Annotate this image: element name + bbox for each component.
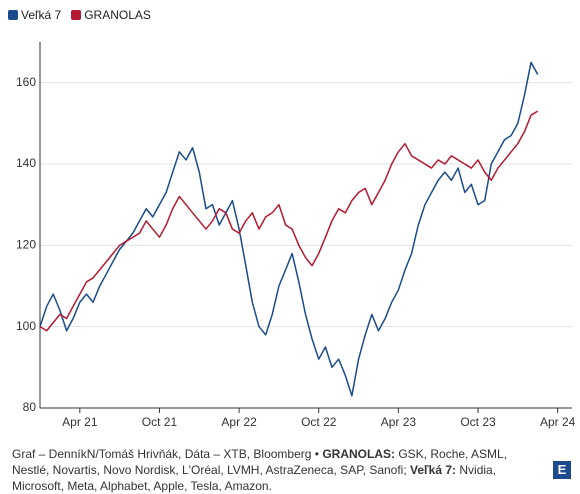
x-tick-label: Oct 23 <box>460 415 496 429</box>
x-tick-label: Apr 23 <box>381 415 417 429</box>
granolas-label: GRANOLAS: <box>322 447 395 461</box>
legend-swatch <box>71 10 82 20</box>
legend: Veľká 7 GRANOLAS <box>8 8 151 22</box>
series-line <box>39 61 539 397</box>
y-tick-label: 160 <box>16 75 36 89</box>
x-tick-label: Apr 21 <box>62 415 98 429</box>
footer: Graf – DenníkN/Tomáš Hrivňák, Dáta – XTB… <box>12 446 542 494</box>
chart: 80 100 120 140 160 Apr 21 Oct 21 Apr 22 Oct 22 Ap… <box>16 42 576 429</box>
legend-label: Veľká 7 <box>21 8 62 22</box>
series-line <box>39 110 539 332</box>
credit: Graf – DenníkN/Tomáš Hrivňák, Dáta – XTB… <box>12 447 319 461</box>
x-tick-label: Oct 21 <box>142 415 178 429</box>
legend-swatch <box>8 10 18 20</box>
big7-label: Veľká 7: <box>410 463 457 477</box>
big7-list: Nvidia, Microsoft, Meta, Alphabet, Apple… <box>12 463 497 493</box>
y-tick-label: 140 <box>16 156 36 170</box>
legend-item: GRANOLAS <box>71 8 151 22</box>
logo: E <box>553 461 571 479</box>
x-tick-label: Apr 22 <box>221 415 257 429</box>
y-tick-label: 80 <box>23 400 37 414</box>
legend-label: GRANOLAS <box>84 8 151 22</box>
y-tick-label: 100 <box>16 319 36 333</box>
x-tick-label: Apr 24 <box>540 415 576 429</box>
granolas-list: GSK, Roche, ASML, Nestlé, Novartis, Novo… <box>12 447 508 477</box>
x-tick-label: Oct 22 <box>301 415 337 429</box>
y-tick-label: 120 <box>16 238 36 252</box>
legend-item: Veľká 7 <box>8 8 61 22</box>
